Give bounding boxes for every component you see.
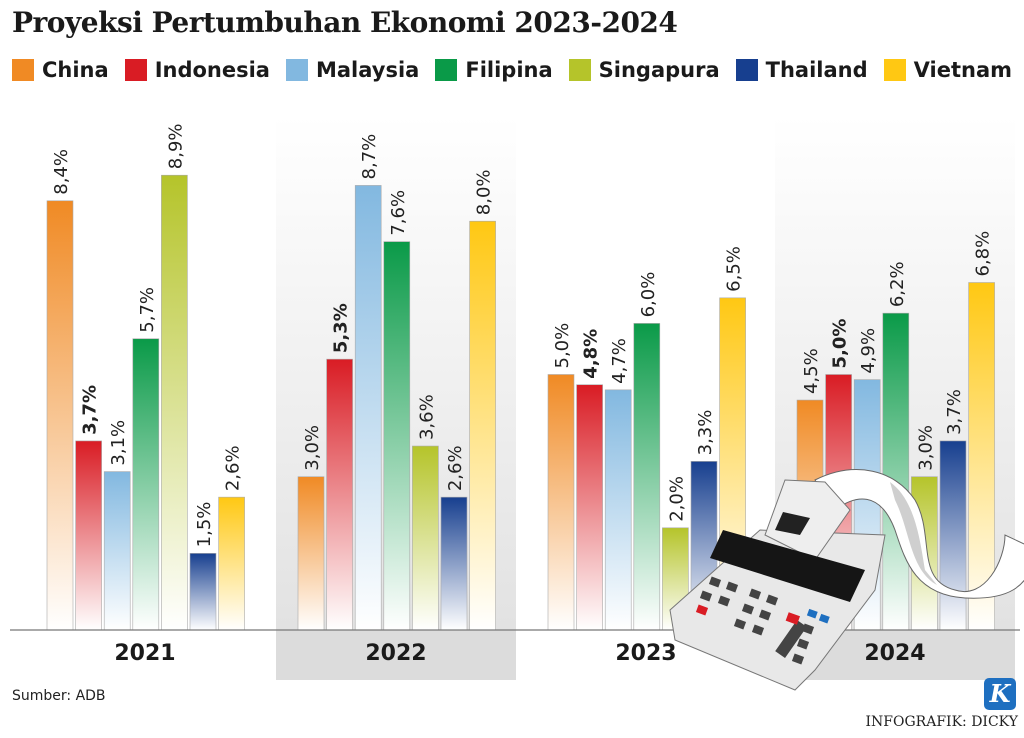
year-label: 2022	[365, 641, 426, 666]
data-label: 8,4%	[51, 149, 72, 195]
legend-item-china: China	[12, 58, 109, 82]
chart-title: Proyeksi Pertumbuhan Ekonomi 2023-2024	[12, 6, 678, 39]
legend-item-thailand: Thailand	[735, 58, 868, 82]
data-label: 3,0%	[915, 425, 936, 471]
year-label: 2024	[864, 641, 925, 666]
legend-label: Malaysia	[315, 58, 420, 82]
legend-swatch	[568, 59, 591, 81]
data-label: 3,0%	[302, 425, 323, 471]
publisher-logo: K	[984, 678, 1016, 710]
data-label: 8,0%	[474, 169, 495, 215]
data-label: 4,5%	[801, 348, 822, 394]
legend-swatch	[124, 59, 147, 81]
bar-indonesia-2023	[576, 384, 603, 631]
legend-item-malaysia: Malaysia	[285, 58, 420, 82]
year-band	[276, 630, 516, 680]
data-label: 3,7%	[80, 385, 101, 435]
calculator-illustration	[669, 469, 1024, 691]
legend-swatch	[735, 59, 758, 81]
legend-item-vietnam: Vietnam	[883, 58, 1013, 82]
bar-filipina-2021	[132, 338, 160, 631]
legend-label: Filipina	[465, 58, 553, 82]
data-label: 3,3%	[695, 410, 716, 456]
bar-china-2023	[547, 374, 575, 631]
legend-swatch	[883, 59, 906, 81]
data-label: 4,9%	[858, 328, 879, 374]
data-label: 5,0%	[830, 319, 851, 369]
legend-item-filipina: Filipina	[435, 58, 553, 82]
legend-label: China	[42, 58, 109, 82]
data-label: 4,8%	[581, 329, 602, 379]
bar-thailand-2024	[939, 440, 967, 631]
data-label: 7,6%	[388, 190, 409, 236]
data-label: 1,5%	[194, 502, 215, 548]
data-label: 3,6%	[416, 394, 437, 440]
bar-china-2021	[46, 200, 74, 631]
bar-filipina-2023	[633, 323, 661, 631]
legend-label: Thailand	[765, 58, 868, 82]
bar-filipina-2022	[383, 241, 411, 631]
data-label: 6,0%	[638, 272, 659, 318]
legend: China Indonesia Malaysia Filipina Singapura T…	[12, 58, 1012, 82]
legend-swatch	[435, 59, 458, 81]
credit-text: INFOGRAFIK: DICKY	[865, 714, 1018, 730]
bar-malaysia-2021	[103, 471, 131, 631]
bar-thailand-2022	[440, 496, 468, 631]
bar-vietnam-2024	[968, 282, 995, 631]
data-label: 5,7%	[137, 287, 158, 333]
bar-vietnam-2022	[469, 220, 496, 631]
legend-label: Vietnam	[913, 58, 1013, 82]
bar-filipina-2024	[882, 312, 910, 631]
data-label: 5,3%	[331, 303, 352, 353]
year-label: 2023	[615, 641, 676, 666]
source-note: Sumber: ADB	[12, 688, 106, 704]
data-label: 8,7%	[359, 134, 380, 180]
data-label: 3,1%	[108, 420, 129, 466]
data-label: 6,8%	[973, 231, 994, 277]
data-label: 6,2%	[887, 261, 908, 307]
bar-singapura-2021	[161, 174, 188, 631]
bar-china-2022	[297, 476, 325, 631]
bar-singapura-2022	[412, 445, 439, 631]
year-label: 2021	[114, 641, 175, 666]
data-label: 6,5%	[724, 246, 745, 292]
data-label: 8,9%	[165, 123, 186, 169]
data-label: 3,7%	[944, 389, 965, 435]
legend-item-singapura: Singapura	[568, 58, 720, 82]
legend-swatch	[285, 59, 308, 81]
legend-swatch	[12, 59, 34, 81]
data-label: 2,6%	[223, 445, 244, 491]
bar-indonesia-2022	[326, 358, 353, 631]
bar-vietnam-2021	[218, 496, 245, 631]
bar-malaysia-2023	[604, 389, 632, 631]
data-label: 5,0%	[552, 323, 573, 369]
bar-malaysia-2022	[354, 185, 382, 631]
legend-item-indonesia: Indonesia	[124, 58, 270, 82]
data-label: 4,7%	[609, 338, 630, 384]
bar-indonesia-2021	[75, 440, 102, 631]
bar-thailand-2021	[189, 553, 217, 631]
data-label: 2,0%	[666, 476, 687, 522]
legend-label: Singapura	[598, 58, 720, 82]
data-label: 2,6%	[445, 445, 466, 491]
legend-label: Indonesia	[154, 58, 270, 82]
